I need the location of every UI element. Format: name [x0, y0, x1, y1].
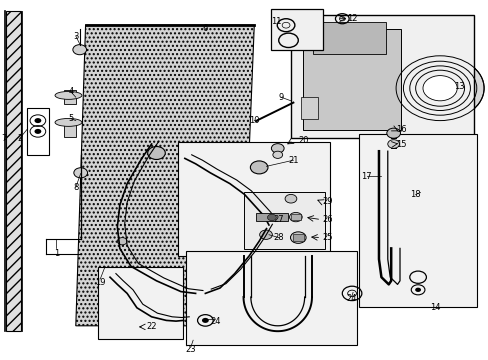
Text: 23: 23 [185, 345, 196, 354]
Bar [290, 214, 300, 220]
Circle shape [267, 214, 276, 221]
Ellipse shape [55, 91, 82, 99]
Text: 16: 16 [395, 125, 406, 134]
Text: 2: 2 [17, 134, 22, 143]
Circle shape [395, 56, 483, 121]
Circle shape [272, 151, 282, 158]
Text: 24: 24 [346, 294, 357, 302]
Bar [63, 90, 76, 104]
Circle shape [386, 128, 400, 138]
Text: 11: 11 [270, 17, 281, 26]
Bar [303, 29, 400, 130]
Text: 5: 5 [68, 114, 73, 123]
Bar [98, 267, 183, 339]
Bar [63, 122, 76, 137]
Text: 22: 22 [146, 323, 157, 331]
Circle shape [289, 212, 302, 222]
Text: 25: 25 [322, 233, 332, 242]
Circle shape [285, 194, 296, 203]
Circle shape [414, 288, 420, 292]
Text: 27: 27 [273, 215, 284, 224]
Circle shape [422, 76, 456, 101]
Circle shape [147, 147, 165, 159]
Text: 24: 24 [209, 317, 220, 325]
Circle shape [250, 161, 267, 174]
Text: 17: 17 [361, 172, 371, 181]
Text: 29: 29 [322, 197, 332, 206]
Bar [185, 251, 356, 345]
Circle shape [271, 144, 284, 153]
Circle shape [34, 118, 41, 123]
Text: 15: 15 [395, 140, 406, 149]
Text: 14: 14 [429, 303, 440, 312]
Text: 19: 19 [95, 278, 105, 287]
Circle shape [259, 230, 272, 239]
Text: 21: 21 [287, 156, 298, 165]
Text: 7: 7 [1, 134, 6, 143]
Bar [27, 108, 49, 155]
Bar [271, 9, 322, 50]
Text: 8: 8 [73, 183, 78, 192]
Circle shape [290, 232, 305, 243]
Bar [312, 22, 386, 54]
Text: 9: 9 [278, 93, 283, 102]
Text: 4: 4 [68, 87, 73, 96]
Text: 3: 3 [73, 32, 78, 41]
Text: 18: 18 [409, 190, 420, 199]
Bar [300, 97, 317, 119]
Ellipse shape [55, 118, 82, 126]
Text: 10: 10 [248, 116, 259, 125]
Text: 13: 13 [453, 82, 464, 91]
Polygon shape [76, 25, 254, 326]
Circle shape [202, 318, 208, 323]
Text: 12: 12 [346, 14, 357, 23]
Bar [244, 192, 325, 249]
Circle shape [73, 45, 86, 55]
Text: 1: 1 [54, 249, 59, 258]
Circle shape [387, 140, 399, 148]
Text: 26: 26 [322, 215, 332, 224]
Bar [290, 15, 473, 138]
Bar [293, 234, 304, 241]
Circle shape [124, 325, 130, 329]
Bar [178, 142, 329, 256]
Bar [255, 213, 287, 221]
Polygon shape [6, 11, 20, 331]
Bar [359, 134, 476, 307]
Circle shape [74, 168, 87, 178]
Circle shape [117, 238, 127, 245]
Text: 6: 6 [203, 24, 207, 33]
Text: 28: 28 [273, 233, 284, 242]
Circle shape [34, 129, 41, 134]
Text: 20: 20 [297, 136, 308, 145]
